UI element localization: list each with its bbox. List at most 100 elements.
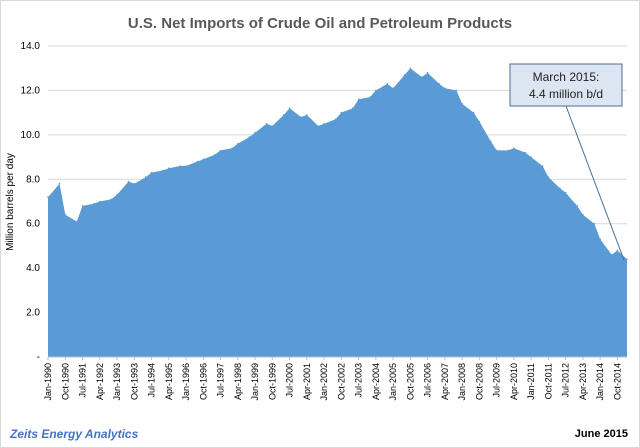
- x-tick-label: Jul-1991: [78, 363, 88, 398]
- data-point: [93, 202, 95, 205]
- x-tick-label: Jan-2014: [595, 363, 605, 401]
- data-point: [185, 165, 187, 167]
- x-tick-label: Apr-1992: [95, 363, 105, 400]
- data-point: [626, 258, 628, 261]
- data-point: [317, 125, 320, 127]
- data-point: [421, 76, 423, 78]
- x-tick-label: Apr-2004: [371, 363, 381, 400]
- data-point: [352, 107, 354, 109]
- data-point: [559, 187, 561, 189]
- data-point: [254, 131, 256, 134]
- data-point: [162, 169, 164, 172]
- x-tick-label: Oct-2014: [612, 363, 622, 400]
- x-tick-label: Jul-2006: [423, 363, 433, 398]
- data-point: [64, 214, 67, 216]
- x-tick-label: Oct-2002: [336, 363, 346, 400]
- x-tick-label: Jul-2009: [492, 363, 502, 398]
- x-tick-label: Oct-1993: [129, 363, 139, 400]
- data-point: [196, 160, 199, 163]
- footer-source: Zeits Energy Analytics: [10, 427, 139, 441]
- data-point: [219, 149, 222, 152]
- x-tick-label: Apr-2010: [509, 363, 519, 400]
- data-point: [455, 89, 458, 92]
- data-point: [426, 71, 429, 74]
- data-point: [323, 123, 325, 125]
- x-tick-label: Apr-1998: [233, 363, 243, 400]
- x-tick-label: Jan-1993: [112, 363, 122, 401]
- data-point: [513, 147, 515, 149]
- data-point: [306, 114, 308, 116]
- data-point: [76, 220, 78, 223]
- data-point: [490, 140, 492, 143]
- annotation-callout-line: [565, 105, 625, 261]
- data-point: [599, 238, 601, 241]
- data-point: [231, 147, 233, 149]
- footer-date: June 2015: [574, 428, 628, 440]
- annotation-box: [509, 63, 623, 107]
- x-tick-label: Apr-2007: [440, 363, 450, 400]
- data-point: [334, 118, 337, 121]
- data-point: [288, 107, 291, 109]
- data-point: [237, 142, 239, 145]
- x-tick-label: Oct-1996: [198, 363, 208, 400]
- data-point: [403, 74, 406, 76]
- data-point: [375, 89, 377, 92]
- x-tick-label: Jan-2005: [388, 363, 398, 401]
- data-point: [392, 87, 394, 89]
- data-point: [507, 149, 509, 152]
- x-tick-label: Jul-2000: [285, 363, 295, 398]
- x-tick-label: Oct-2011: [543, 363, 553, 399]
- x-tick-label: Oct-1990: [60, 363, 70, 400]
- y-tick-label: 6.0: [26, 219, 40, 230]
- area-series: [48, 68, 627, 357]
- data-point: [478, 120, 481, 123]
- data-point: [168, 167, 170, 169]
- data-point: [110, 198, 113, 201]
- data-point: [133, 182, 136, 185]
- x-tick-label: Jan-2011: [526, 363, 536, 400]
- data-point: [582, 214, 584, 216]
- data-point: [127, 180, 130, 183]
- x-tick-label: Jan-1996: [181, 363, 191, 401]
- x-tick-label: Jan-2008: [457, 363, 467, 401]
- data-point: [530, 156, 532, 158]
- data-point: [524, 151, 527, 154]
- y-tick-label: 2.0: [26, 308, 40, 319]
- annotation-line-1: March 2015:: [533, 70, 600, 84]
- data-point: [593, 222, 596, 225]
- x-tick-label: Oct-2008: [474, 363, 484, 400]
- annotation-line-2: 4.4 million b/d: [529, 87, 603, 101]
- data-point: [444, 87, 446, 89]
- x-tick-label: Jul-1997: [216, 363, 226, 398]
- data-point: [179, 165, 182, 167]
- data-point: [58, 182, 61, 185]
- y-tick-label: 12.0: [21, 85, 41, 96]
- data-point: [616, 249, 619, 252]
- data-point: [472, 111, 475, 114]
- x-tick-label: Jan-2002: [319, 363, 329, 401]
- data-point: [150, 171, 153, 174]
- data-point: [99, 200, 101, 203]
- x-tick-label: Oct-2005: [405, 363, 415, 400]
- data-point: [271, 125, 274, 127]
- x-tick-label: Jul-2012: [561, 363, 571, 398]
- x-tick-label: Apr-1995: [164, 363, 174, 400]
- x-tick-label: Oct-1999: [267, 363, 277, 400]
- data-point: [409, 67, 412, 69]
- y-tick-label: 14.0: [21, 41, 41, 52]
- x-tick-label: Apr-2013: [578, 363, 588, 400]
- x-tick-label: Apr-2001: [302, 363, 312, 400]
- data-point: [214, 154, 216, 156]
- data-point: [300, 116, 302, 118]
- data-point: [340, 111, 343, 114]
- data-point: [461, 103, 463, 105]
- chart-title: U.S. Net Imports of Crude Oil and Petrol…: [128, 15, 512, 32]
- x-tick-label: Jan-1999: [250, 363, 260, 401]
- y-tick-label: 4.0: [26, 263, 40, 274]
- data-point: [81, 205, 84, 207]
- x-tick-label: Jan-1990: [43, 363, 53, 401]
- data-point: [283, 114, 285, 116]
- data-point: [610, 254, 613, 256]
- data-point: [265, 123, 268, 125]
